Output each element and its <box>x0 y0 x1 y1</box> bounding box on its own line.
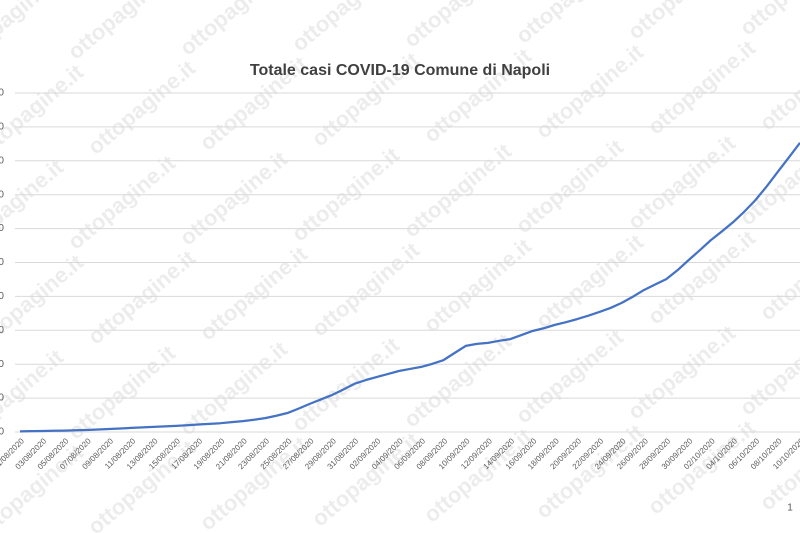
watermark: ottopagine.it <box>511 134 629 238</box>
watermark: ottopagine.it <box>399 328 517 432</box>
y-tick-label: 8000 <box>0 155 4 166</box>
watermark: ottopagine.it <box>399 0 517 52</box>
watermark: ottopagine.it <box>63 150 181 254</box>
watermark: ottopagine.it <box>287 142 405 246</box>
chart-title: Totale casi COVID-19 Comune di Napoli <box>250 62 550 79</box>
watermark: ottopagine.it <box>399 138 517 242</box>
watermark: ottopagine.it <box>511 0 629 48</box>
y-tick-label: 9000 <box>0 122 4 133</box>
watermark: ottopagine.it <box>511 324 629 428</box>
page-number: 1 <box>787 503 793 514</box>
watermark: ottopagine.it <box>0 154 69 258</box>
watermark: ottopagine.it <box>287 332 405 436</box>
watermark: ottopagine.it <box>755 31 800 135</box>
watermark: ottopagine.it <box>63 0 181 64</box>
watermark: ottopagine.it <box>83 245 201 349</box>
watermark: ottopagine.it <box>419 43 537 147</box>
watermark: ottopagine.it <box>419 233 537 337</box>
watermark: ottopagine.it <box>531 229 649 333</box>
watermark: ottopagine.it <box>643 35 761 139</box>
watermark: ottopagine.it <box>0 0 69 68</box>
y-tick-label: 5000 <box>0 257 4 268</box>
watermark: ottopagine.it <box>287 0 405 56</box>
watermark: ottopagine.it <box>735 0 800 40</box>
watermark: ottopagine.it <box>0 249 89 353</box>
watermark: ottopagine.it <box>83 55 201 159</box>
y-tick-label: 7000 <box>0 189 4 200</box>
watermark: ottopagine.it <box>531 39 649 143</box>
watermark: ottopagine.it <box>735 126 800 230</box>
watermark: ottopagine.it <box>643 225 761 329</box>
y-tick-label: 3000 <box>0 325 4 336</box>
watermark: ottopagine.it <box>195 241 313 345</box>
watermark: ottopagine.it <box>175 0 293 60</box>
watermark: ottopagine.it <box>623 130 741 234</box>
watermark: ottopagine.it <box>623 320 741 424</box>
watermark: ottopagine.it <box>175 146 293 250</box>
y-tick-label: 6000 <box>0 223 4 234</box>
watermark: ottopagine.it <box>623 0 741 44</box>
watermark: ottopagine.it <box>735 316 800 420</box>
watermark: ottopagine.it <box>0 344 69 448</box>
watermark: ottopagine.it <box>0 59 89 163</box>
watermark: ottopagine.it <box>419 423 537 527</box>
watermark: ottopagine.it <box>307 237 425 341</box>
watermark: ottopagine.it <box>531 419 649 523</box>
y-tick-label: 4000 <box>0 291 4 302</box>
line-series <box>19 142 800 433</box>
watermark: ottopagine.it <box>755 221 800 325</box>
y-tick-label: 2000 <box>0 359 4 370</box>
watermark: ottopagine.it <box>643 415 761 519</box>
y-tick-label: 0 <box>0 427 4 438</box>
